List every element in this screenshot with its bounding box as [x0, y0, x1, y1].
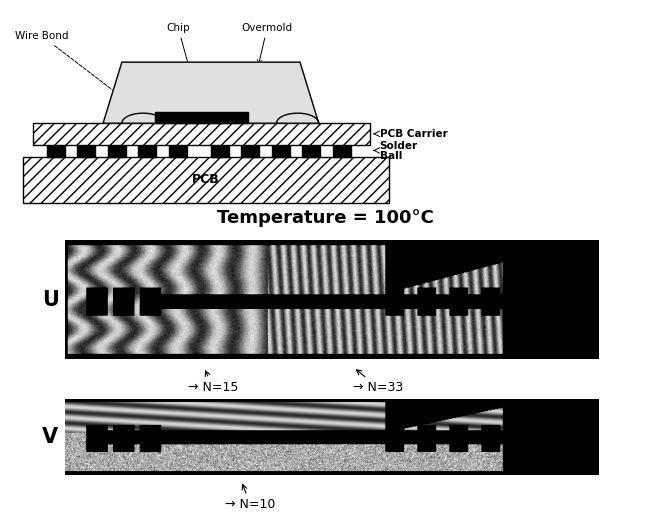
Text: → N=33: → N=33 [353, 370, 404, 394]
Text: PCB Carrier: PCB Carrier [380, 129, 447, 139]
Bar [47, 145, 64, 157]
Bar [155, 112, 249, 123]
Bar [211, 145, 229, 157]
Bar [169, 145, 187, 157]
Bar [108, 145, 126, 157]
Text: PCB: PCB [192, 173, 220, 186]
Bar [33, 123, 370, 145]
Text: Overmold: Overmold [242, 23, 293, 64]
Bar [272, 145, 290, 157]
Bar [77, 145, 95, 157]
Text: Temperature = 100°C: Temperature = 100°C [217, 209, 434, 227]
Bar [138, 145, 156, 157]
Text: U: U [42, 290, 59, 309]
Bar [23, 157, 389, 203]
Bar [242, 145, 259, 157]
Polygon shape [103, 62, 319, 123]
Text: V: V [42, 427, 59, 447]
Text: Solder
Ball: Solder Ball [380, 141, 418, 161]
Bar [302, 145, 320, 157]
Bar [333, 145, 351, 157]
Text: Chip: Chip [166, 23, 201, 109]
Text: Wire Bond: Wire Bond [16, 31, 141, 111]
Text: → N=10: → N=10 [225, 485, 275, 512]
Text: → N=15: → N=15 [188, 371, 238, 394]
